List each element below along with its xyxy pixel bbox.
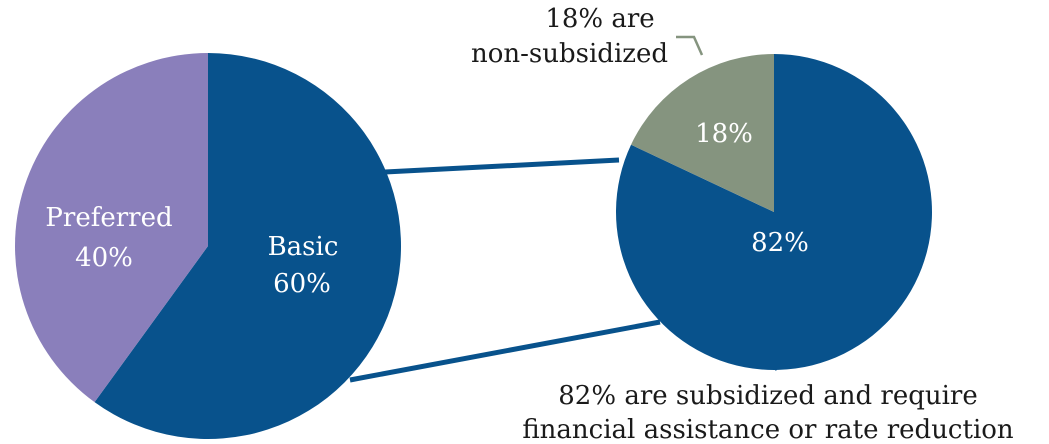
slice-value-subsidized: 82%: [751, 228, 809, 258]
leader-line-subsidized: [774, 345, 785, 371]
main-pie-slice-preferred: [14, 53, 208, 403]
connector-line-top: [384, 157, 620, 175]
secondary-pie-slice-non-subsidized: [631, 54, 774, 212]
connector-line-bottom: [349, 319, 661, 383]
leader-line-non-subsidized: [676, 35, 704, 56]
slice-value-preferred: 40%: [75, 243, 133, 273]
annotation-subsidized-line2: financial assistance or rate reduction: [522, 415, 1014, 444]
slice-label-basic: Basic: [268, 232, 339, 262]
slice-value-basic: 60%: [273, 269, 331, 299]
main-pie-slice-basic: [94, 53, 402, 439]
annotation-non-subsidized-line1: 18% are: [545, 4, 654, 34]
annotation-subsidized-line1: 82% are subsidized and require: [558, 381, 977, 411]
annotation-non-subsidized-line2: non-subsidized: [471, 39, 668, 69]
slice-label-preferred: Preferred: [45, 203, 172, 233]
slice-value-non-subsidized: 18%: [695, 119, 753, 149]
